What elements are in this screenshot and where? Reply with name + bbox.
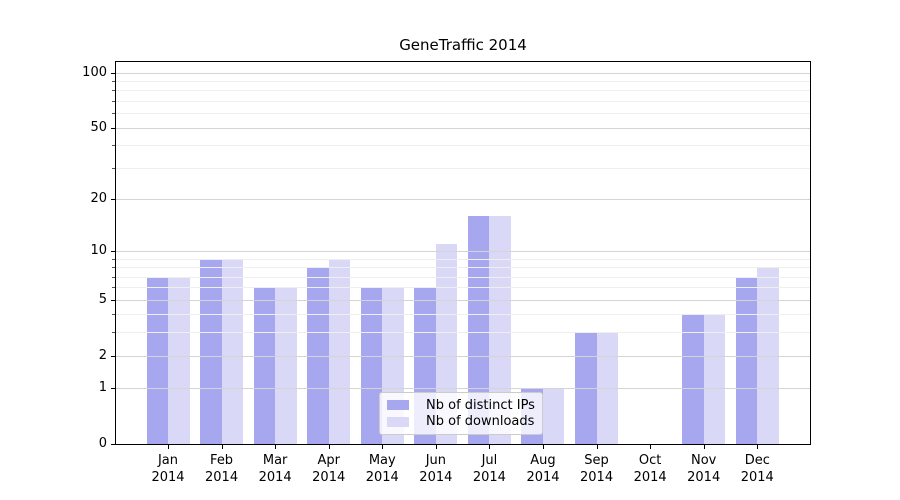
y-minortick-mark-30: [112, 167, 115, 169]
legend-item-downloads: Nb of downloads: [387, 414, 536, 431]
gridline-major-2: [116, 355, 810, 357]
x-tick-mark-jun: [435, 445, 437, 449]
y-minortick-mark-8: [112, 267, 115, 269]
x-tick-mark-aug: [542, 445, 544, 449]
gridline-major-20: [116, 198, 810, 200]
x-tick-label-jun: Jun 2014: [419, 453, 453, 485]
legend-item-distinct-ips: Nb of distinct IPs: [387, 397, 536, 414]
y-tick-label-50: 50: [90, 119, 107, 135]
y-tick-label-5: 5: [98, 291, 107, 307]
y-minortick-mark-3: [112, 332, 115, 334]
y-tick-mark-0: [111, 444, 115, 445]
x-tick-mark-apr: [328, 445, 330, 449]
y-tick-mark-10: [111, 251, 115, 253]
y-minortick-mark-7: [112, 276, 115, 278]
x-tick-label-oct: Oct 2014: [633, 453, 667, 485]
y-minortick-mark-80: [112, 90, 115, 92]
gridline-minor-80: [116, 90, 810, 92]
x-tick-mark-may: [382, 445, 384, 449]
y-minortick-mark-90: [112, 80, 115, 82]
x-tick-mark-sep: [596, 445, 598, 449]
bar-nb-of-distinct-ips-jul: [467, 216, 490, 444]
gridline-major-50: [116, 127, 810, 129]
gridline-major-10: [116, 251, 810, 253]
y-minortick-mark-4: [112, 314, 115, 316]
gridline-minor-4: [116, 314, 810, 316]
bar-nb-of-distinct-ips-may: [360, 287, 383, 444]
x-tick-label-may: May 2014: [365, 453, 399, 485]
x-tick-label-feb: Feb 2014: [205, 453, 239, 485]
x-tick-label-dec: Dec 2014: [740, 453, 774, 485]
legend: Nb of distinct IPs Nb of downloads: [379, 392, 543, 435]
gridline-major-1: [116, 388, 810, 390]
gridline-minor-7: [116, 276, 810, 278]
bar-nb-of-distinct-ips-nov: [682, 314, 704, 444]
y-tick-mark-100: [111, 72, 115, 74]
x-tick-label-jan: Jan 2014: [151, 453, 185, 485]
legend-label-downloads: Nb of downloads: [426, 414, 535, 430]
x-tick-mark-oct: [650, 445, 652, 449]
gridline-minor-6: [116, 287, 810, 289]
gridlines-layer: [116, 62, 810, 444]
y-minortick-mark-70: [112, 100, 115, 102]
legend-swatch-distinct-ips: [387, 400, 409, 411]
x-tick-label-aug: Aug 2014: [526, 453, 560, 485]
x-tick-mark-nov: [703, 445, 705, 449]
y-minortick-mark-40: [112, 145, 115, 147]
bar-nb-of-downloads-nov: [703, 314, 726, 444]
bar-nb-of-distinct-ips-feb: [200, 258, 222, 444]
bar-nb-of-distinct-ips-dec: [735, 276, 758, 444]
bar-nb-of-distinct-ips-jan: [146, 276, 168, 444]
y-tick-label-1: 1: [98, 380, 107, 396]
x-tick-mark-feb: [221, 445, 223, 449]
x-tick-mark-mar: [275, 445, 277, 449]
gridline-minor-40: [116, 145, 810, 147]
y-tick-mark-5: [111, 299, 115, 301]
y-tick-label-100: 100: [82, 64, 107, 80]
bar-nb-of-downloads-feb: [221, 258, 244, 444]
gridline-minor-9: [116, 258, 810, 260]
gridline-minor-30: [116, 167, 810, 169]
x-tick-label-sep: Sep 2014: [580, 453, 614, 485]
y-tick-mark-50: [111, 127, 115, 129]
y-tick-label-0: 0: [98, 436, 107, 451]
x-tick-mark-dec: [757, 445, 759, 449]
bar-nb-of-downloads-apr: [328, 258, 351, 444]
x-tick-mark-jan: [168, 445, 169, 449]
bar-nb-of-downloads-aug: [542, 388, 565, 444]
x-tick-label-apr: Apr 2014: [312, 453, 346, 485]
y-tick-mark-2: [111, 355, 115, 357]
x-tick-label-nov: Nov 2014: [687, 453, 721, 485]
y-minortick-mark-6: [112, 287, 115, 289]
y-tick-mark-1: [111, 388, 115, 390]
gridline-minor-3: [116, 332, 810, 334]
chart-title: GeneTraffic 2014: [399, 36, 527, 54]
gridline-minor-8: [116, 267, 810, 269]
legend-swatch-downloads: [387, 416, 409, 427]
gridline-major-5: [116, 299, 810, 301]
x-tick-mark-jul: [489, 445, 491, 449]
gridline-major-100: [116, 72, 810, 74]
bar-nb-of-downloads-jan: [168, 276, 190, 444]
plot-area: [115, 61, 811, 445]
gridline-minor-60: [116, 113, 810, 115]
bar-nb-of-downloads-mar: [275, 287, 297, 444]
x-tick-label-mar: Mar 2014: [258, 453, 292, 485]
bar-nb-of-downloads-jul: [489, 216, 511, 444]
gridline-minor-90: [116, 80, 810, 82]
y-minortick-mark-60: [112, 113, 115, 115]
x-tick-label-jul: Jul 2014: [472, 453, 506, 485]
y-tick-label-10: 10: [90, 243, 107, 259]
bar-nb-of-distinct-ips-mar: [253, 287, 276, 444]
y-tick-label-20: 20: [90, 190, 107, 206]
y-minortick-mark-9: [112, 258, 115, 260]
legend-label-distinct-ips: Nb of distinct IPs: [426, 397, 535, 413]
y-tick-mark-20: [111, 198, 115, 200]
y-tick-label-2: 2: [98, 347, 107, 363]
gridline-minor-70: [116, 100, 810, 102]
